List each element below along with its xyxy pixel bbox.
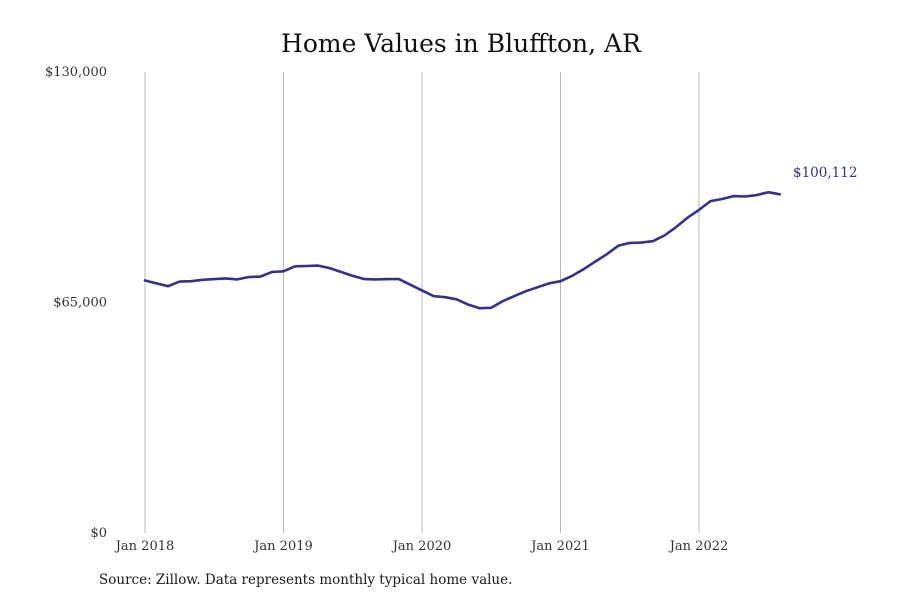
gridlines (144, 72, 700, 533)
y-tick-label: $65,000 (53, 296, 107, 311)
y-axis-ticks: $0 $65,000 $130,000 (45, 65, 107, 541)
x-axis-ticks: Jan 2018 Jan 2019 Jan 2020 Jan 2021 Jan 2022 (114, 539, 729, 554)
x-tick-label: Jan 2022 (668, 539, 729, 554)
series-line (143, 190, 782, 310)
chart-title: Home Values in Bluffton, AR (281, 29, 642, 58)
x-tick-label: Jan 2020 (391, 539, 452, 554)
end-value-label: $100,112 (793, 165, 857, 181)
y-tick-label: $0 (90, 526, 107, 541)
source-note: Source: Zillow. Data represents monthly … (99, 572, 513, 588)
x-tick-label: Jan 2021 (529, 539, 590, 554)
x-tick-label: Jan 2018 (114, 539, 175, 554)
y-tick-label: $130,000 (45, 65, 107, 80)
x-tick-label: Jan 2019 (252, 539, 313, 554)
